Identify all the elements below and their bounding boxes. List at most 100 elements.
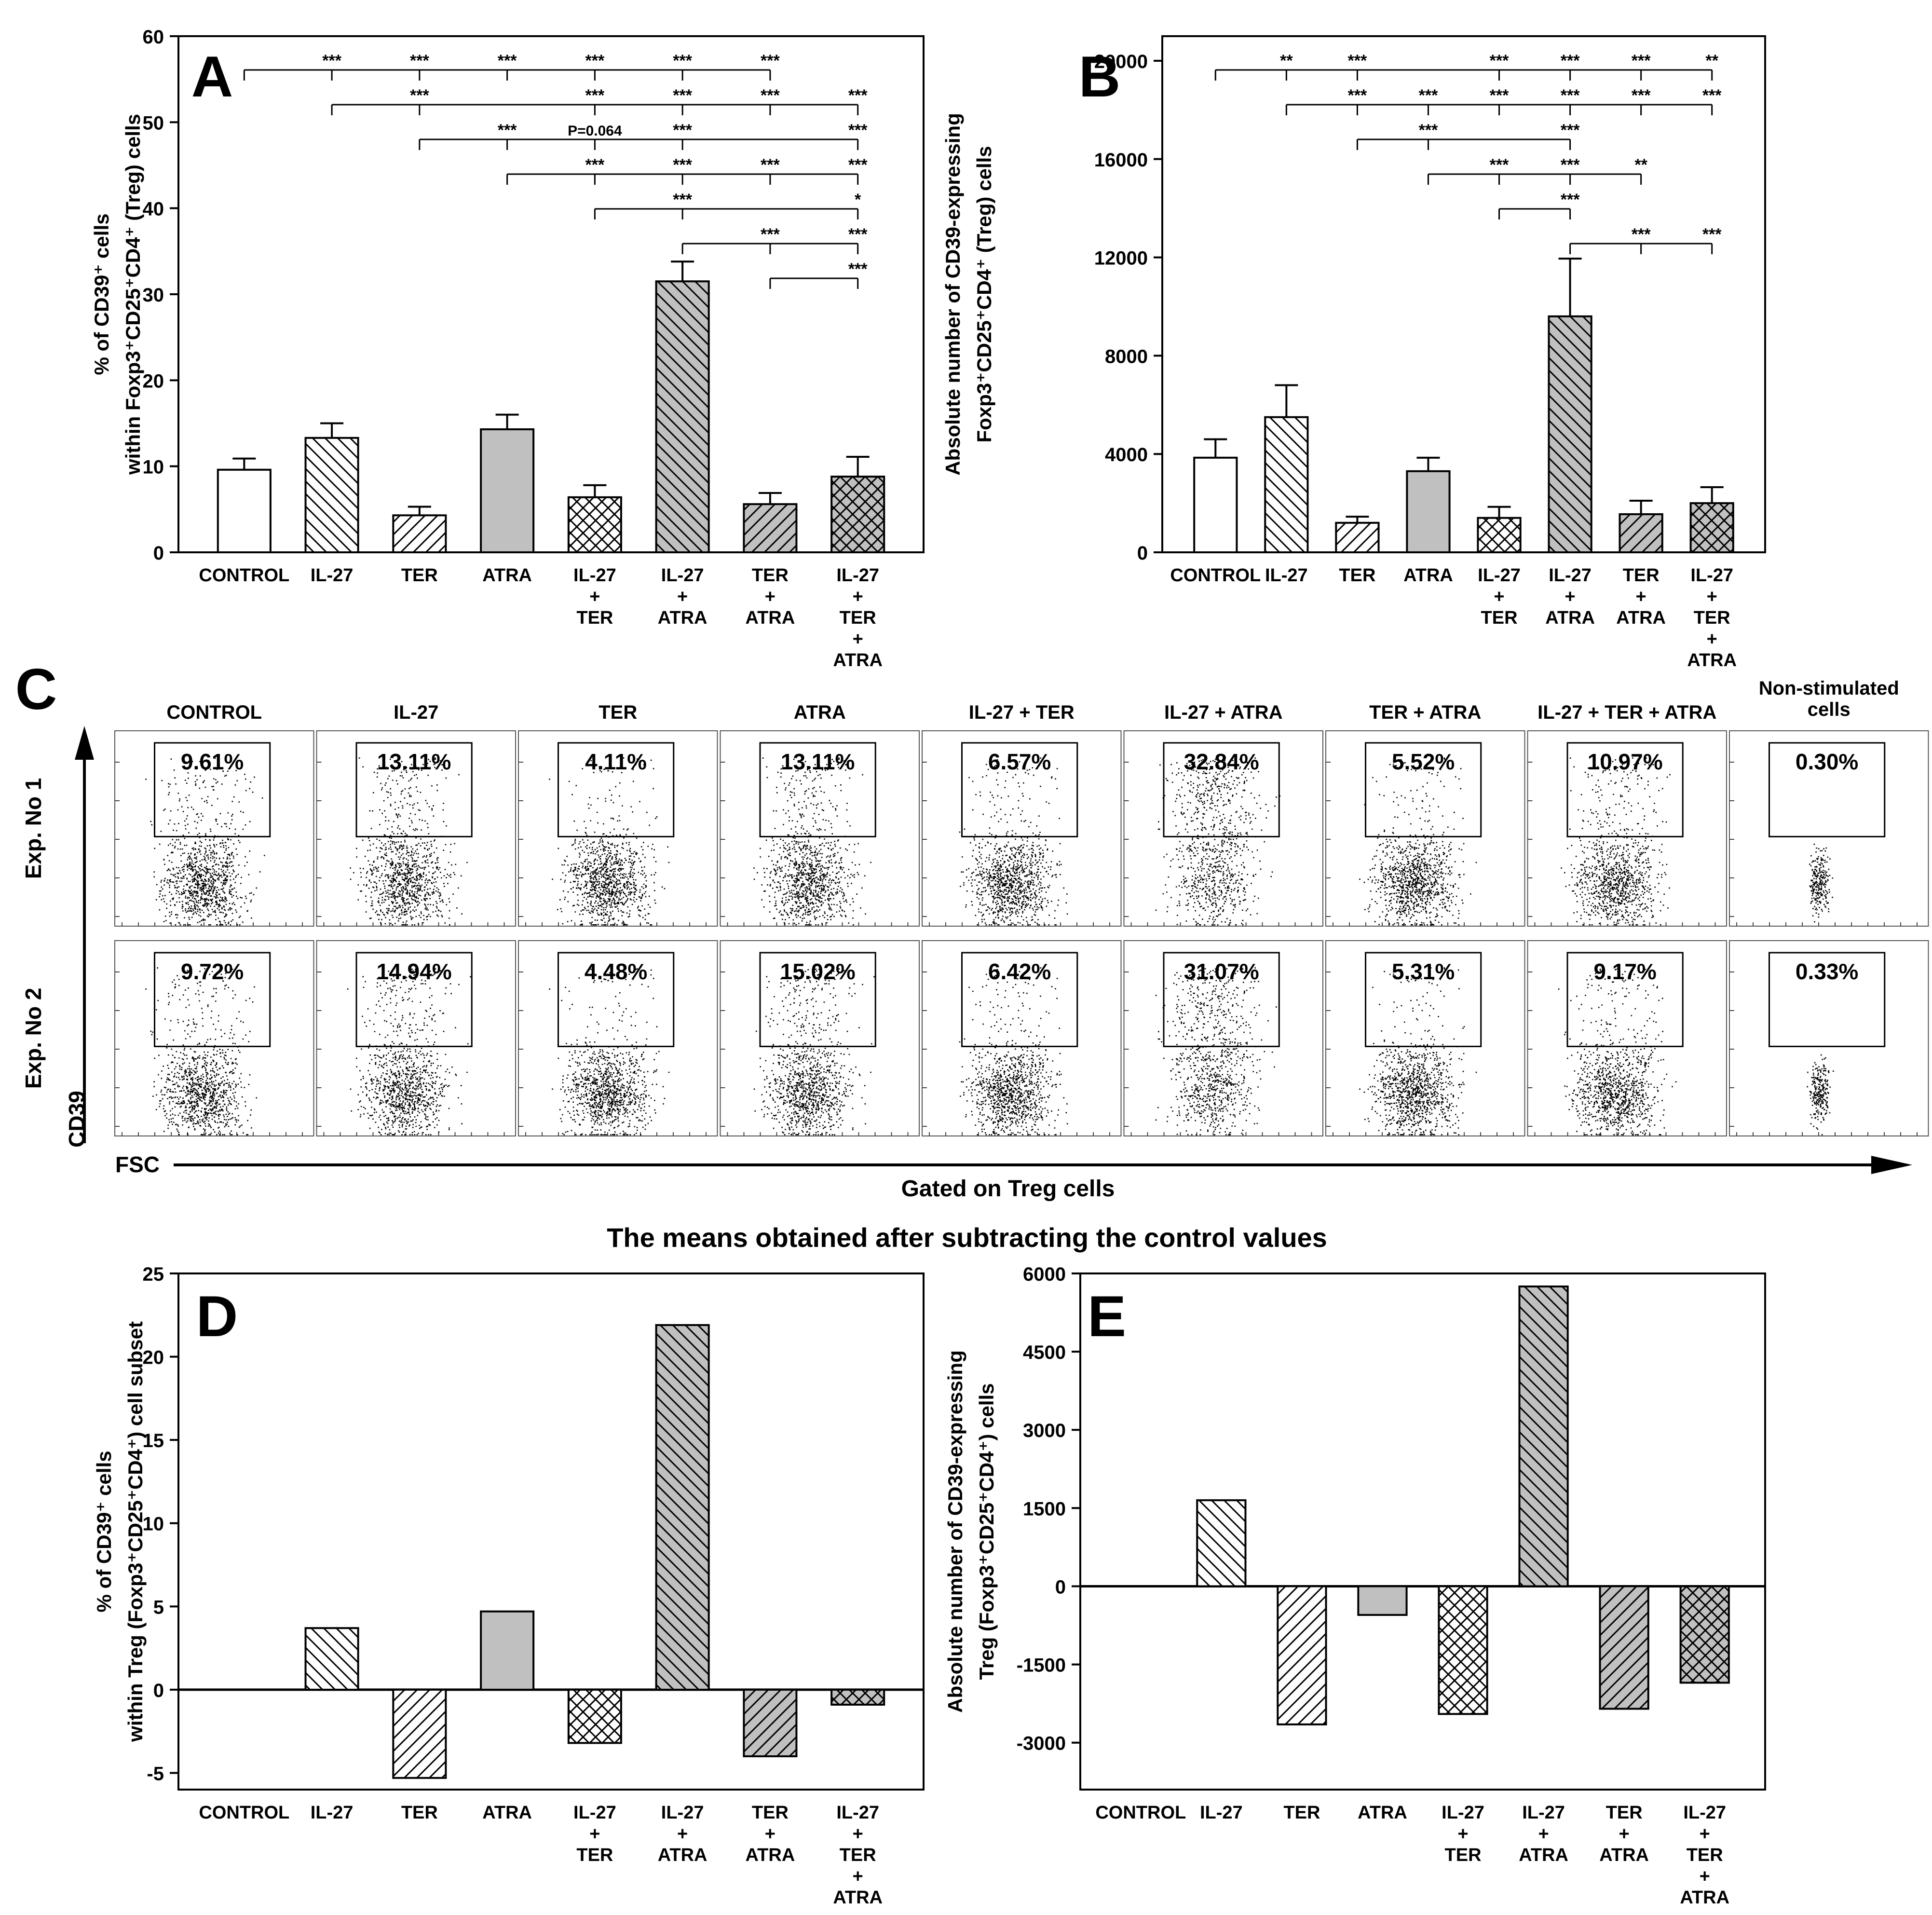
bar-outline-il27-ter-atra: [830, 1688, 885, 1706]
x-tick-label: TER: [1339, 565, 1375, 586]
x-tick-label: IL-27: [661, 1803, 704, 1823]
bar-outline-ter-atra: [1599, 1585, 1649, 1710]
y-tick-label: 40: [143, 199, 164, 220]
bar-pattern-ter-atra: [744, 504, 797, 552]
bar-pattern-il27-ter: [1478, 518, 1521, 552]
sig-label: ***: [848, 156, 868, 174]
x-tick-label: TER: [1606, 1803, 1643, 1823]
y-tick-label: 0: [1137, 543, 1148, 564]
x-tick-label: +: [1707, 629, 1717, 649]
bar-pattern-il27-ter-atra: [831, 1689, 884, 1705]
sig-label: ***: [761, 52, 780, 70]
x-tick-label: ATRA: [1519, 1845, 1568, 1865]
dot-plot: 13.11%: [720, 730, 920, 927]
x-tick-label: ATRA: [658, 1845, 707, 1865]
sig-label: ***: [673, 86, 692, 105]
gate-percentage: 15.02%: [780, 959, 856, 984]
dot-plot-frame: [114, 730, 314, 927]
dot-plot: 13.11%: [316, 730, 516, 927]
dot-plot: 9.17%: [1527, 940, 1727, 1136]
x-tick-label: +: [1565, 587, 1575, 607]
x-tick-label: IL-27: [1265, 565, 1308, 586]
dot-plot-frame: [720, 940, 920, 1136]
gate-percentage: 13.11%: [781, 749, 855, 774]
x-tick-label: CONTROL: [199, 565, 289, 586]
cd39-axis-label: CD39: [64, 1091, 89, 1148]
dot-plot: 14.94%: [316, 940, 516, 1136]
sig-label: ***: [585, 156, 605, 174]
y-tick-label: 4000: [1105, 444, 1148, 465]
x-tick-label: TER: [1687, 1845, 1723, 1865]
bar-atra: [1358, 1586, 1407, 1615]
bar-pattern-ter-atra: [744, 1689, 797, 1756]
axes-frame: [1161, 35, 1766, 553]
gate-percentage: 14.94%: [377, 959, 452, 984]
y-tick-label: -1500: [1017, 1655, 1066, 1676]
x-tick-label: IL-27: [573, 1803, 616, 1823]
bar-outline-il27-atra: [1518, 1286, 1569, 1587]
x-tick-label: +: [765, 1824, 776, 1844]
dot-plot: 4.11%: [518, 730, 718, 927]
column-title: ATRA: [794, 702, 846, 723]
dot-cloud: [1809, 844, 1834, 923]
gate-box: [1365, 952, 1482, 1047]
x-tick-label: ATRA: [482, 565, 532, 586]
gate-box: [154, 952, 271, 1047]
sig-label: ***: [585, 52, 605, 70]
dot-plot: 0.30%: [1729, 730, 1929, 927]
y-tick-label: 16000: [1094, 150, 1148, 171]
x-tick-label: TER: [576, 1845, 613, 1865]
row-label: Exp. No 2: [21, 988, 46, 1089]
bar-pattern-il27: [305, 1628, 358, 1690]
gate-percentage: 9.72%: [181, 959, 244, 984]
fsc-axis-arrowhead: [1871, 1156, 1912, 1174]
dot-plot-frame: [518, 940, 718, 1136]
x-tick-label: TER: [1445, 1845, 1482, 1865]
bar-pattern-ter: [1336, 522, 1379, 552]
gate-box: [1566, 952, 1684, 1047]
x-tick-label: TER: [401, 565, 438, 586]
x-tick-label: IL-27: [836, 1803, 879, 1823]
y-tick-label: 4500: [1023, 1342, 1066, 1363]
x-tick-label: ATRA: [1680, 1888, 1729, 1908]
gate-caption: Gated on Treg cells: [901, 1176, 1115, 1202]
gate-percentage: 13.11%: [377, 749, 451, 774]
y-tick-label: 25: [143, 1264, 164, 1285]
dot-plot-frame: [1325, 730, 1525, 927]
sig-label: ***: [410, 86, 429, 105]
x-tick-label: TER: [840, 1845, 876, 1865]
bar-atra: [1407, 471, 1450, 552]
gate-percentage: 0.33%: [1796, 959, 1858, 984]
y-tick-label: 20000: [1094, 51, 1148, 72]
dot-cloud: [959, 757, 1068, 926]
y-tick-label: 50: [143, 112, 164, 134]
x-tick-label: IL-27: [311, 565, 354, 586]
y-tick-label: 0: [1055, 1576, 1066, 1598]
sig-label: ***: [498, 52, 517, 70]
bar-outline-ter-atra: [743, 1688, 798, 1757]
bar-pattern-il27-atra: [656, 1325, 709, 1690]
dot-plot: 32.84%: [1123, 730, 1323, 927]
bar-pattern-il27-ter: [568, 1689, 621, 1743]
x-tick-label: TER: [401, 1803, 438, 1823]
bar-outline-il27: [1196, 1499, 1247, 1587]
dot-plot: 4.48%: [518, 940, 718, 1136]
dot-plot: 5.52%: [1325, 730, 1525, 927]
dot-cloud: [1155, 757, 1281, 926]
dot-cloud: [1558, 968, 1677, 1135]
x-tick-label: TER: [752, 1803, 789, 1823]
sig-label: ***: [848, 225, 868, 244]
y-tick-label: 8000: [1105, 346, 1148, 367]
bar-pattern-il27-atra: [656, 281, 709, 552]
gate-percentage: 10.97%: [1588, 749, 1663, 774]
x-tick-label: CONTROL: [1170, 565, 1261, 586]
x-tick-label: +: [853, 629, 863, 649]
gate-box: [961, 742, 1078, 837]
dot-cloud: [549, 757, 670, 926]
y-tick-label: 5: [153, 1597, 164, 1618]
gate-percentage: 6.42%: [988, 959, 1051, 984]
panel-letter: C: [15, 657, 57, 722]
sig-label: ***: [673, 52, 692, 70]
bar-pattern-il27-ter-atra: [831, 477, 884, 552]
